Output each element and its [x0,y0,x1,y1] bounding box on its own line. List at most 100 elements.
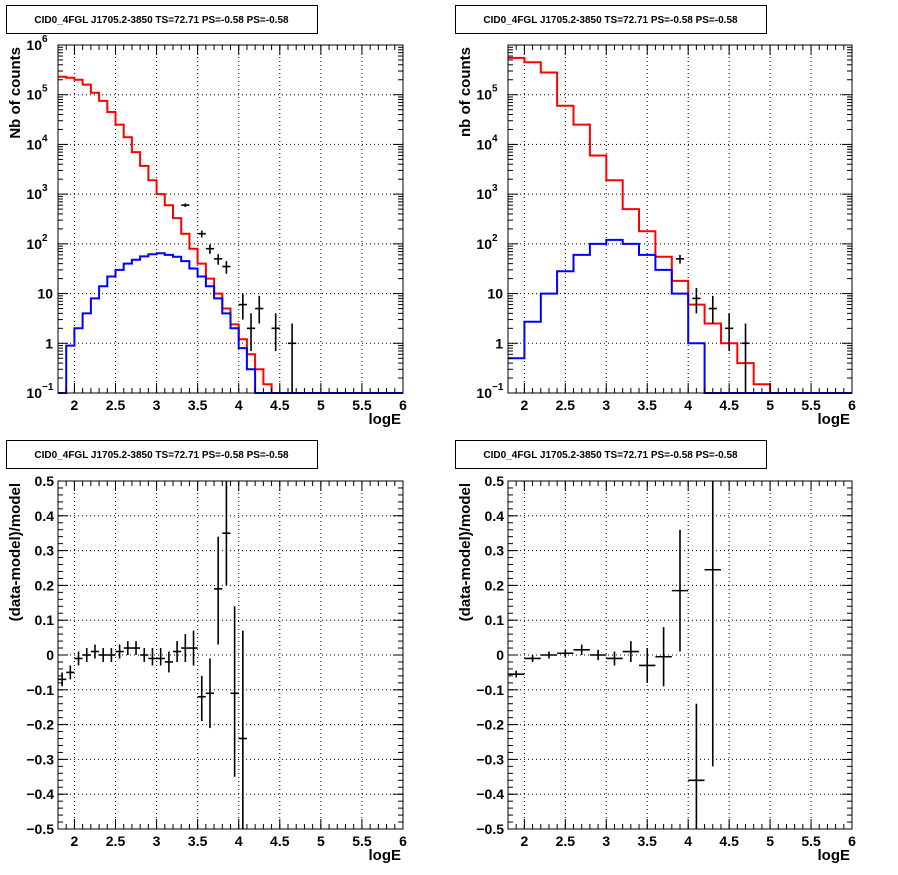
y-tick-exponent: −1 [42,382,54,393]
y-tick-label: 10 −1 [476,382,503,401]
x-tick-label: 5 [317,833,325,849]
x-tick-label: 4.5 [270,397,290,413]
y-tick-base: 10 [26,385,42,401]
x-tick-label: 4 [684,833,692,849]
residual-points [508,481,721,829]
grid [58,481,403,829]
x-tick-label: 3.5 [188,397,208,413]
chart-title: CID0_4FGL J1705.2-3850 TS=72.71 PS=-0.58… [483,450,738,461]
x-tick-label: 4.5 [270,833,290,849]
x-axis [57,45,404,393]
x-tick-label: 2.5 [556,397,576,413]
x-tick-label: 5.5 [352,833,372,849]
x-tick-label: 5 [766,397,774,413]
y-tick-exponent: 5 [42,84,48,95]
y-axis [58,44,403,394]
title-box [6,440,318,469]
y-tick-label: −0.5 [476,821,504,837]
y-tick-label: 10 2 [26,233,48,252]
y-tick-exponent: 4 [492,133,498,144]
model-total-step-line [508,56,852,394]
y-tick-label: 0.1 [35,612,55,628]
y-tick-label: −0.4 [26,786,54,802]
y-tick-base: 10 [26,136,42,152]
y-tick-base: 10 [476,385,492,401]
y-tick-label: 0.2 [485,577,505,593]
y-axis-label: nb of counts [457,47,474,137]
y-axis-label: (data-model)/model [7,483,24,621]
x-tick-label: 4 [684,397,692,413]
y-tick-label: 10 [487,286,503,302]
x-tick-label: 2 [520,397,528,413]
x-tick-label: 4 [235,397,243,413]
x-axis [507,481,853,829]
y-tick-base: 10 [476,186,492,202]
y-tick-label: 10 4 [26,133,48,152]
y-tick-label: 0.1 [485,612,505,628]
x-axis-label: logE [369,847,402,864]
y-tick-label: −0.5 [26,821,54,837]
y-tick-label: −0.3 [26,751,54,767]
y-tick-label: 0.4 [35,508,55,524]
y-tick-label: 10 2 [476,233,498,252]
y-tick-label: −0.1 [476,682,504,698]
chart-title: CID0_4FGL J1705.2-3850 TS=72.71 PS=-0.58… [34,15,289,26]
x-tick-label: 2.5 [106,833,126,849]
x-tick-label: 4.5 [719,397,739,413]
y-tick-label: 1 [495,335,503,351]
y-tick-label: 0 [496,647,504,663]
x-tick-label: 2.5 [556,833,576,849]
x-tick-label: 2.5 [106,397,126,413]
x-tick-label: 6 [399,833,407,849]
x-tick-label: 4 [235,833,243,849]
x-tick-label: 2 [71,833,79,849]
y-tick-label: 0.4 [485,508,505,524]
x-axis [507,45,853,393]
y-axis-label: (data-model)/model [457,483,474,621]
title-box [455,5,767,34]
y-tick-exponent: 2 [492,233,498,244]
x-tick-label: 3 [153,833,161,849]
y-tick-label: 1 [45,335,53,351]
y-tick-exponent: 3 [42,183,48,194]
y-tick-base: 10 [476,136,492,152]
y-tick-base: 1 [495,335,503,351]
x-tick-label: 3.5 [638,397,658,413]
x-tick-label: 2 [71,397,79,413]
y-tick-label: 0.2 [35,577,55,593]
x-tick-label: 5 [317,397,325,413]
y-tick-exponent: −1 [492,382,504,393]
y-axis [508,46,852,394]
y-tick-base: 10 [476,87,492,103]
y-tick-base: 10 [476,236,492,252]
x-tick-label: 3.5 [188,833,208,849]
y-tick-base: 10 [26,37,42,53]
residual-points [58,481,247,829]
y-axis [508,480,852,830]
y-tick-base: 10 [26,87,42,103]
y-tick-label: −0.1 [26,682,54,698]
y-tick-label: 10 [37,286,53,302]
x-tick-label: 3.5 [638,833,658,849]
x-tick-label: 3 [602,397,610,413]
plot-area [58,45,403,393]
y-tick-label: 10 4 [476,133,498,152]
y-tick-label: −0.2 [26,717,54,733]
title-box [6,5,318,34]
y-tick-label: 10 −1 [26,382,53,401]
data-points [675,254,750,393]
y-tick-label: 0.3 [35,543,55,559]
x-tick-label: 6 [399,397,407,413]
y-axis-label: Nb of counts [7,47,24,139]
chart-title: CID0_4FGL J1705.2-3850 TS=72.71 PS=-0.58… [483,15,738,26]
y-tick-label: 10 5 [476,84,498,103]
y-tick-exponent: 3 [492,183,498,194]
x-axis-label: logE [818,411,851,428]
y-tick-label: 0.5 [485,473,505,489]
x-tick-label: 6 [848,833,856,849]
x-tick-label: 3 [153,397,161,413]
y-tick-exponent: 4 [42,133,48,144]
